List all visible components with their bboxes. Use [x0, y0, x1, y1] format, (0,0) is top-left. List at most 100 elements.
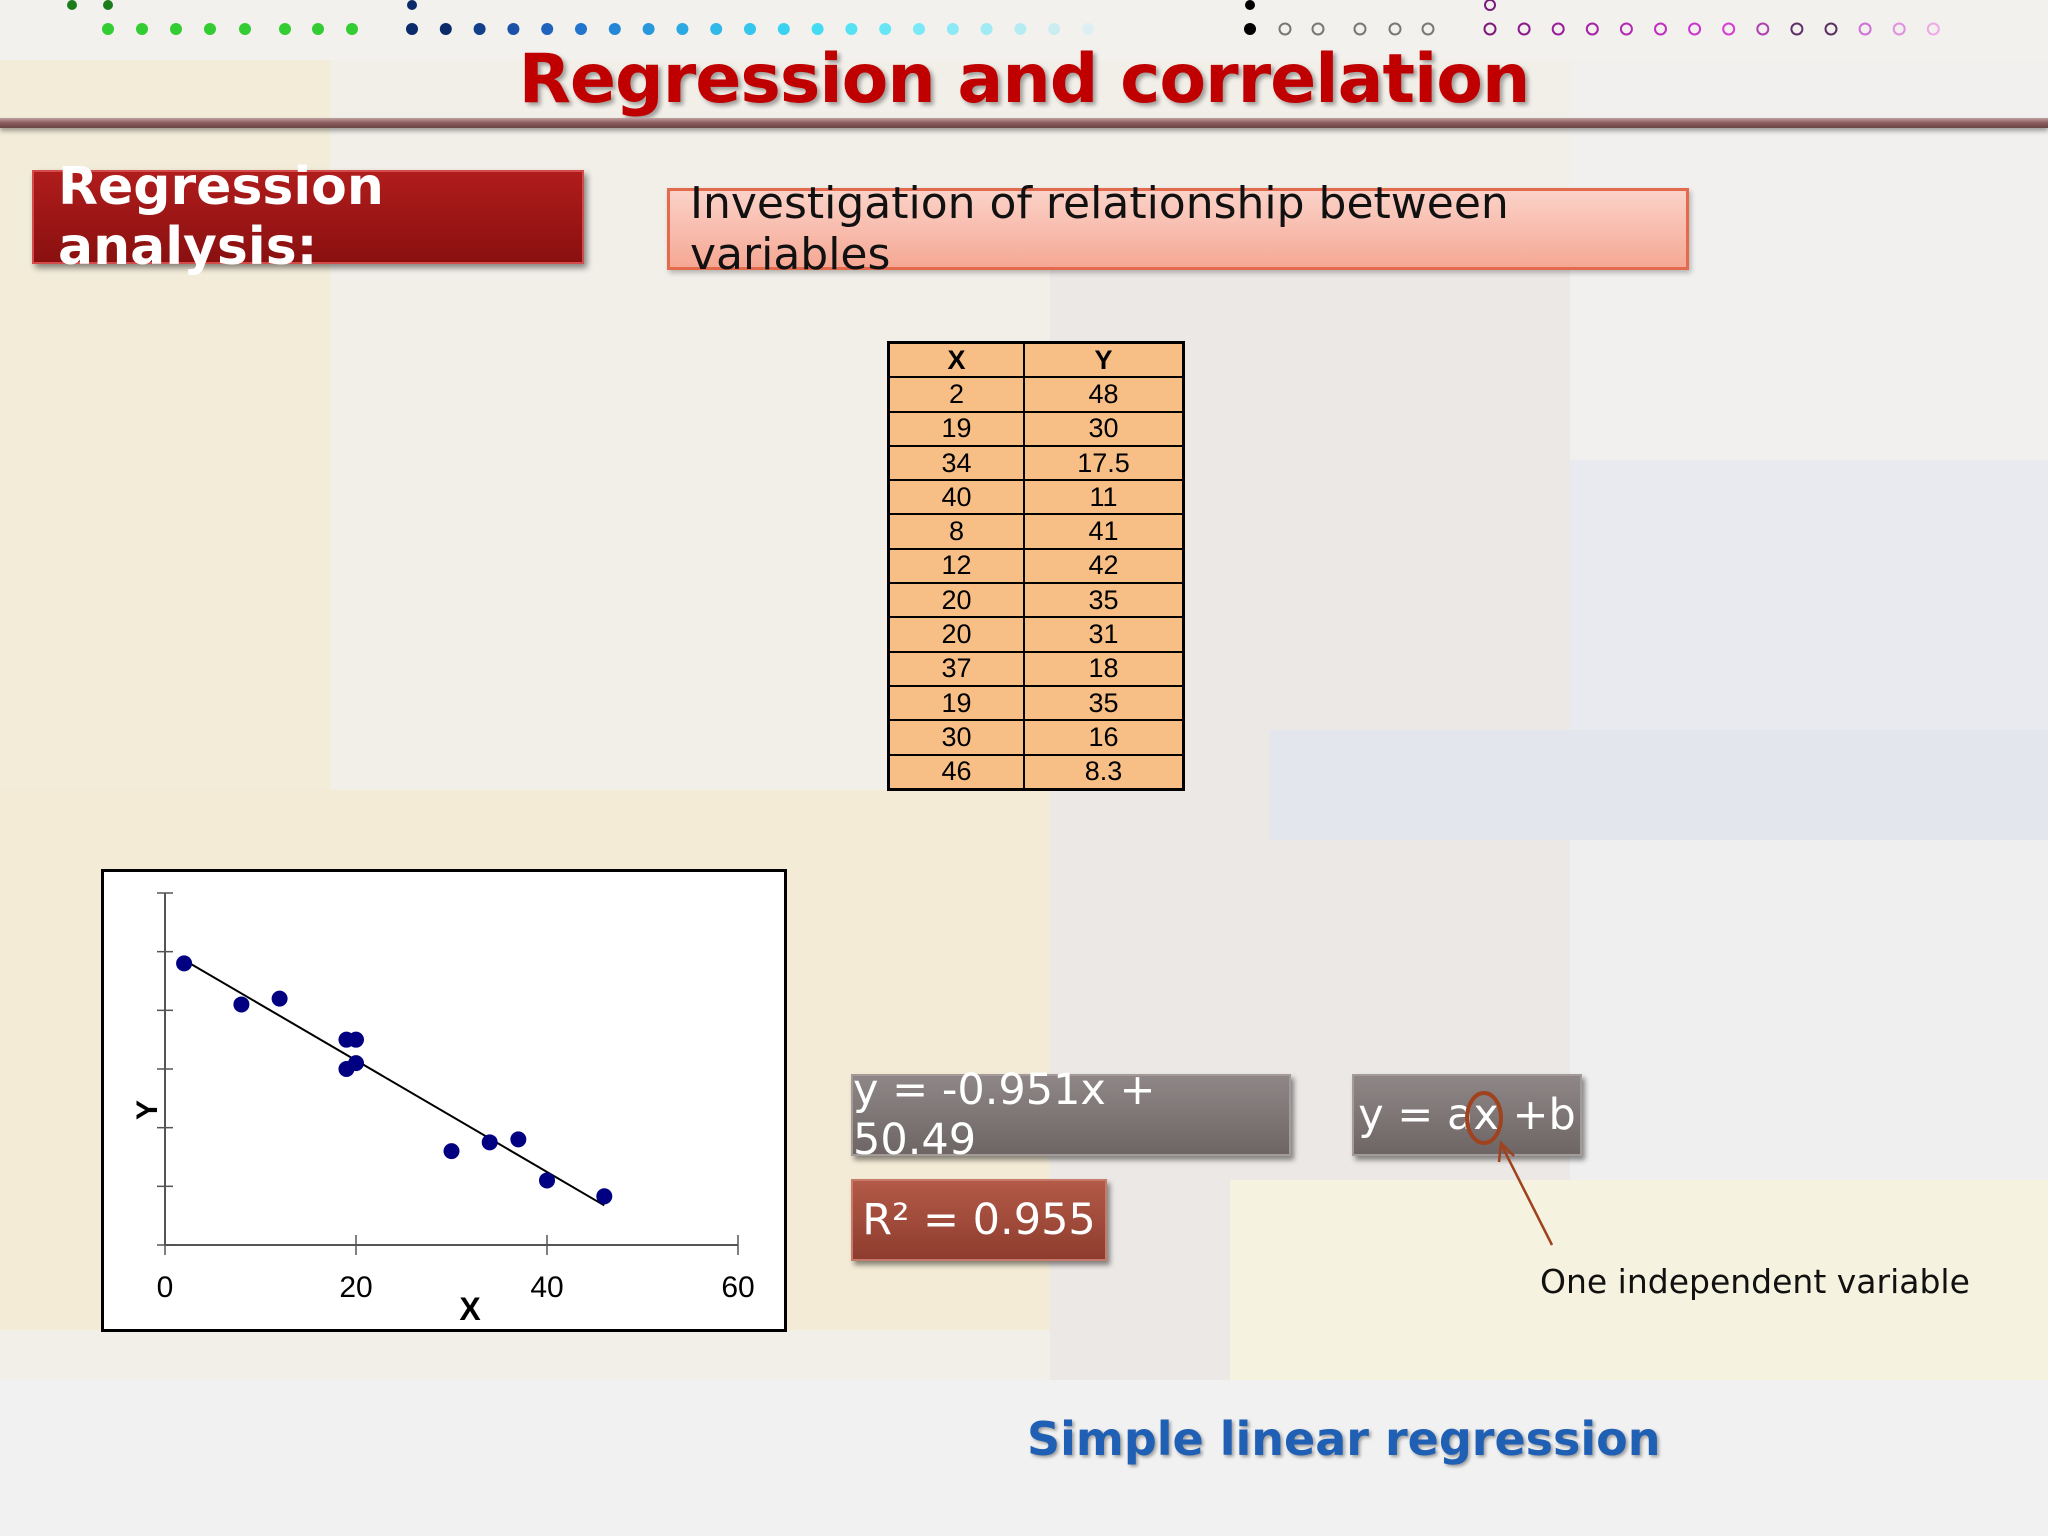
data-point	[176, 955, 193, 972]
data-point	[539, 1172, 555, 1189]
data-point	[481, 1134, 498, 1151]
data-point	[233, 996, 250, 1013]
cell-y: 17.5	[1023, 444, 1185, 482]
data-point	[348, 1055, 364, 1072]
decorative-dot	[1278, 22, 1292, 36]
cell-y: 18	[1023, 650, 1185, 687]
cell-x: 2	[887, 376, 1025, 413]
decorative-dot	[1926, 22, 1940, 36]
general-equation-box: y = ax +b	[1352, 1074, 1582, 1156]
decorative-dot	[980, 23, 993, 35]
decorative-dot	[1311, 22, 1325, 36]
scatter-chart-frame	[101, 869, 787, 1332]
y-axis-label: Y	[131, 1100, 164, 1120]
decorative-dot	[406, 23, 418, 35]
decorative-dot	[239, 23, 251, 35]
subtitle: Investigation of relationship between va…	[690, 178, 1509, 280]
subtitle-box: Investigation of relationship between va…	[667, 178, 1689, 280]
cell-y: 8.3	[1023, 753, 1185, 791]
cell-x: 34	[887, 444, 1025, 482]
decorative-dot	[1483, 22, 1497, 36]
footer-label: Simple linear regression	[1027, 1412, 1661, 1466]
decorative-dot	[1790, 22, 1804, 36]
decorative-dot	[676, 23, 689, 35]
decorative-dot	[1654, 22, 1667, 36]
annotation-text: One independent variable	[1540, 1262, 1970, 1301]
cell-y: 35	[1023, 684, 1185, 722]
cell-x: 19	[887, 684, 1025, 722]
decorative-dot	[1892, 22, 1906, 36]
table-row: 37 18	[887, 650, 1185, 687]
x-tick-label: 0	[157, 1271, 174, 1304]
data-point	[271, 990, 288, 1007]
fitted-equation-box: y = -0.951x + 50.49	[851, 1065, 1291, 1165]
data-point	[596, 1188, 613, 1205]
decorative-dot	[744, 23, 756, 35]
decorative-dot	[1585, 22, 1599, 36]
cell-y: 11	[1023, 479, 1185, 516]
x-tick-label: 40	[530, 1271, 563, 1304]
decorative-dot	[407, 0, 417, 10]
decorative-dot	[279, 23, 291, 35]
decorative-dot	[1014, 23, 1027, 35]
cell-x: 40	[887, 479, 1025, 516]
table-row: 2 48	[887, 376, 1185, 413]
table-row: 12 42	[887, 547, 1185, 585]
decorative-dot	[67, 0, 77, 10]
cell-y: 16	[1023, 719, 1185, 756]
decorative-dot	[1858, 22, 1872, 36]
section-label-box: Regression analysis:	[32, 157, 584, 277]
cell-x: 8	[887, 513, 1025, 550]
decorative-dot	[1824, 22, 1838, 36]
cell-x: 30	[887, 719, 1025, 756]
cell-y: 42	[1023, 547, 1185, 585]
table-row: 46 8.3	[887, 753, 1185, 791]
decorative-dot	[102, 23, 114, 35]
table-row: 40 11	[887, 479, 1185, 516]
decorative-dot	[608, 23, 621, 35]
fitted-equation: y = -0.951x + 50.49	[853, 1065, 1156, 1165]
decorative-dot	[1722, 22, 1736, 36]
r-squared-box: R² = 0.955	[851, 1179, 1107, 1261]
decorative-dot	[879, 23, 892, 35]
decorative-dot	[845, 23, 858, 35]
r-squared: R² = 0.955	[862, 1195, 1096, 1245]
data-point	[338, 1031, 355, 1048]
decorative-dot	[1619, 22, 1633, 36]
decorative-dot	[1082, 23, 1094, 35]
decorative-dot	[642, 23, 655, 35]
table-header-row: X Y	[887, 341, 1185, 379]
general-equation: y = ax +b	[1358, 1090, 1576, 1140]
decorative-dot	[1517, 22, 1531, 36]
cell-x: 12	[887, 547, 1025, 585]
decorative-dot	[777, 23, 790, 35]
decorative-dot	[1244, 23, 1256, 35]
cell-y: 30	[1023, 410, 1185, 447]
decorative-dot	[1048, 23, 1061, 35]
cell-y: 48	[1023, 376, 1185, 413]
decorative-dot	[312, 23, 324, 35]
cell-x: 20	[887, 582, 1025, 619]
decorative-dot	[1484, 0, 1496, 11]
table-row: 34 17.5	[887, 444, 1185, 482]
table-row: 8 41	[887, 513, 1185, 550]
cell-y: 41	[1023, 513, 1185, 550]
table-row: 19 30	[887, 410, 1185, 447]
decorative-dot	[136, 23, 148, 35]
cell-x: 20	[887, 616, 1025, 653]
decorative-dot	[507, 23, 520, 35]
decorative-dot	[1353, 22, 1367, 36]
data-table: X Y 2 48 19 30 34 17.5 40 11 8 41 12 42 20 35 20 31 37 18…	[887, 341, 1185, 791]
table-row: 20 35	[887, 582, 1185, 619]
section-label: Regression analysis:	[58, 157, 384, 277]
decorative-dot	[1551, 22, 1565, 36]
decorative-dot	[1388, 22, 1402, 36]
cell-y: 31	[1023, 616, 1185, 653]
decorative-dot	[575, 23, 587, 35]
decorative-dot	[1245, 0, 1255, 10]
decorative-dot	[946, 23, 959, 35]
table-row: 20 31	[887, 616, 1185, 653]
decorative-dot	[1421, 22, 1435, 36]
page-title: Regression and correlation	[518, 40, 1531, 119]
